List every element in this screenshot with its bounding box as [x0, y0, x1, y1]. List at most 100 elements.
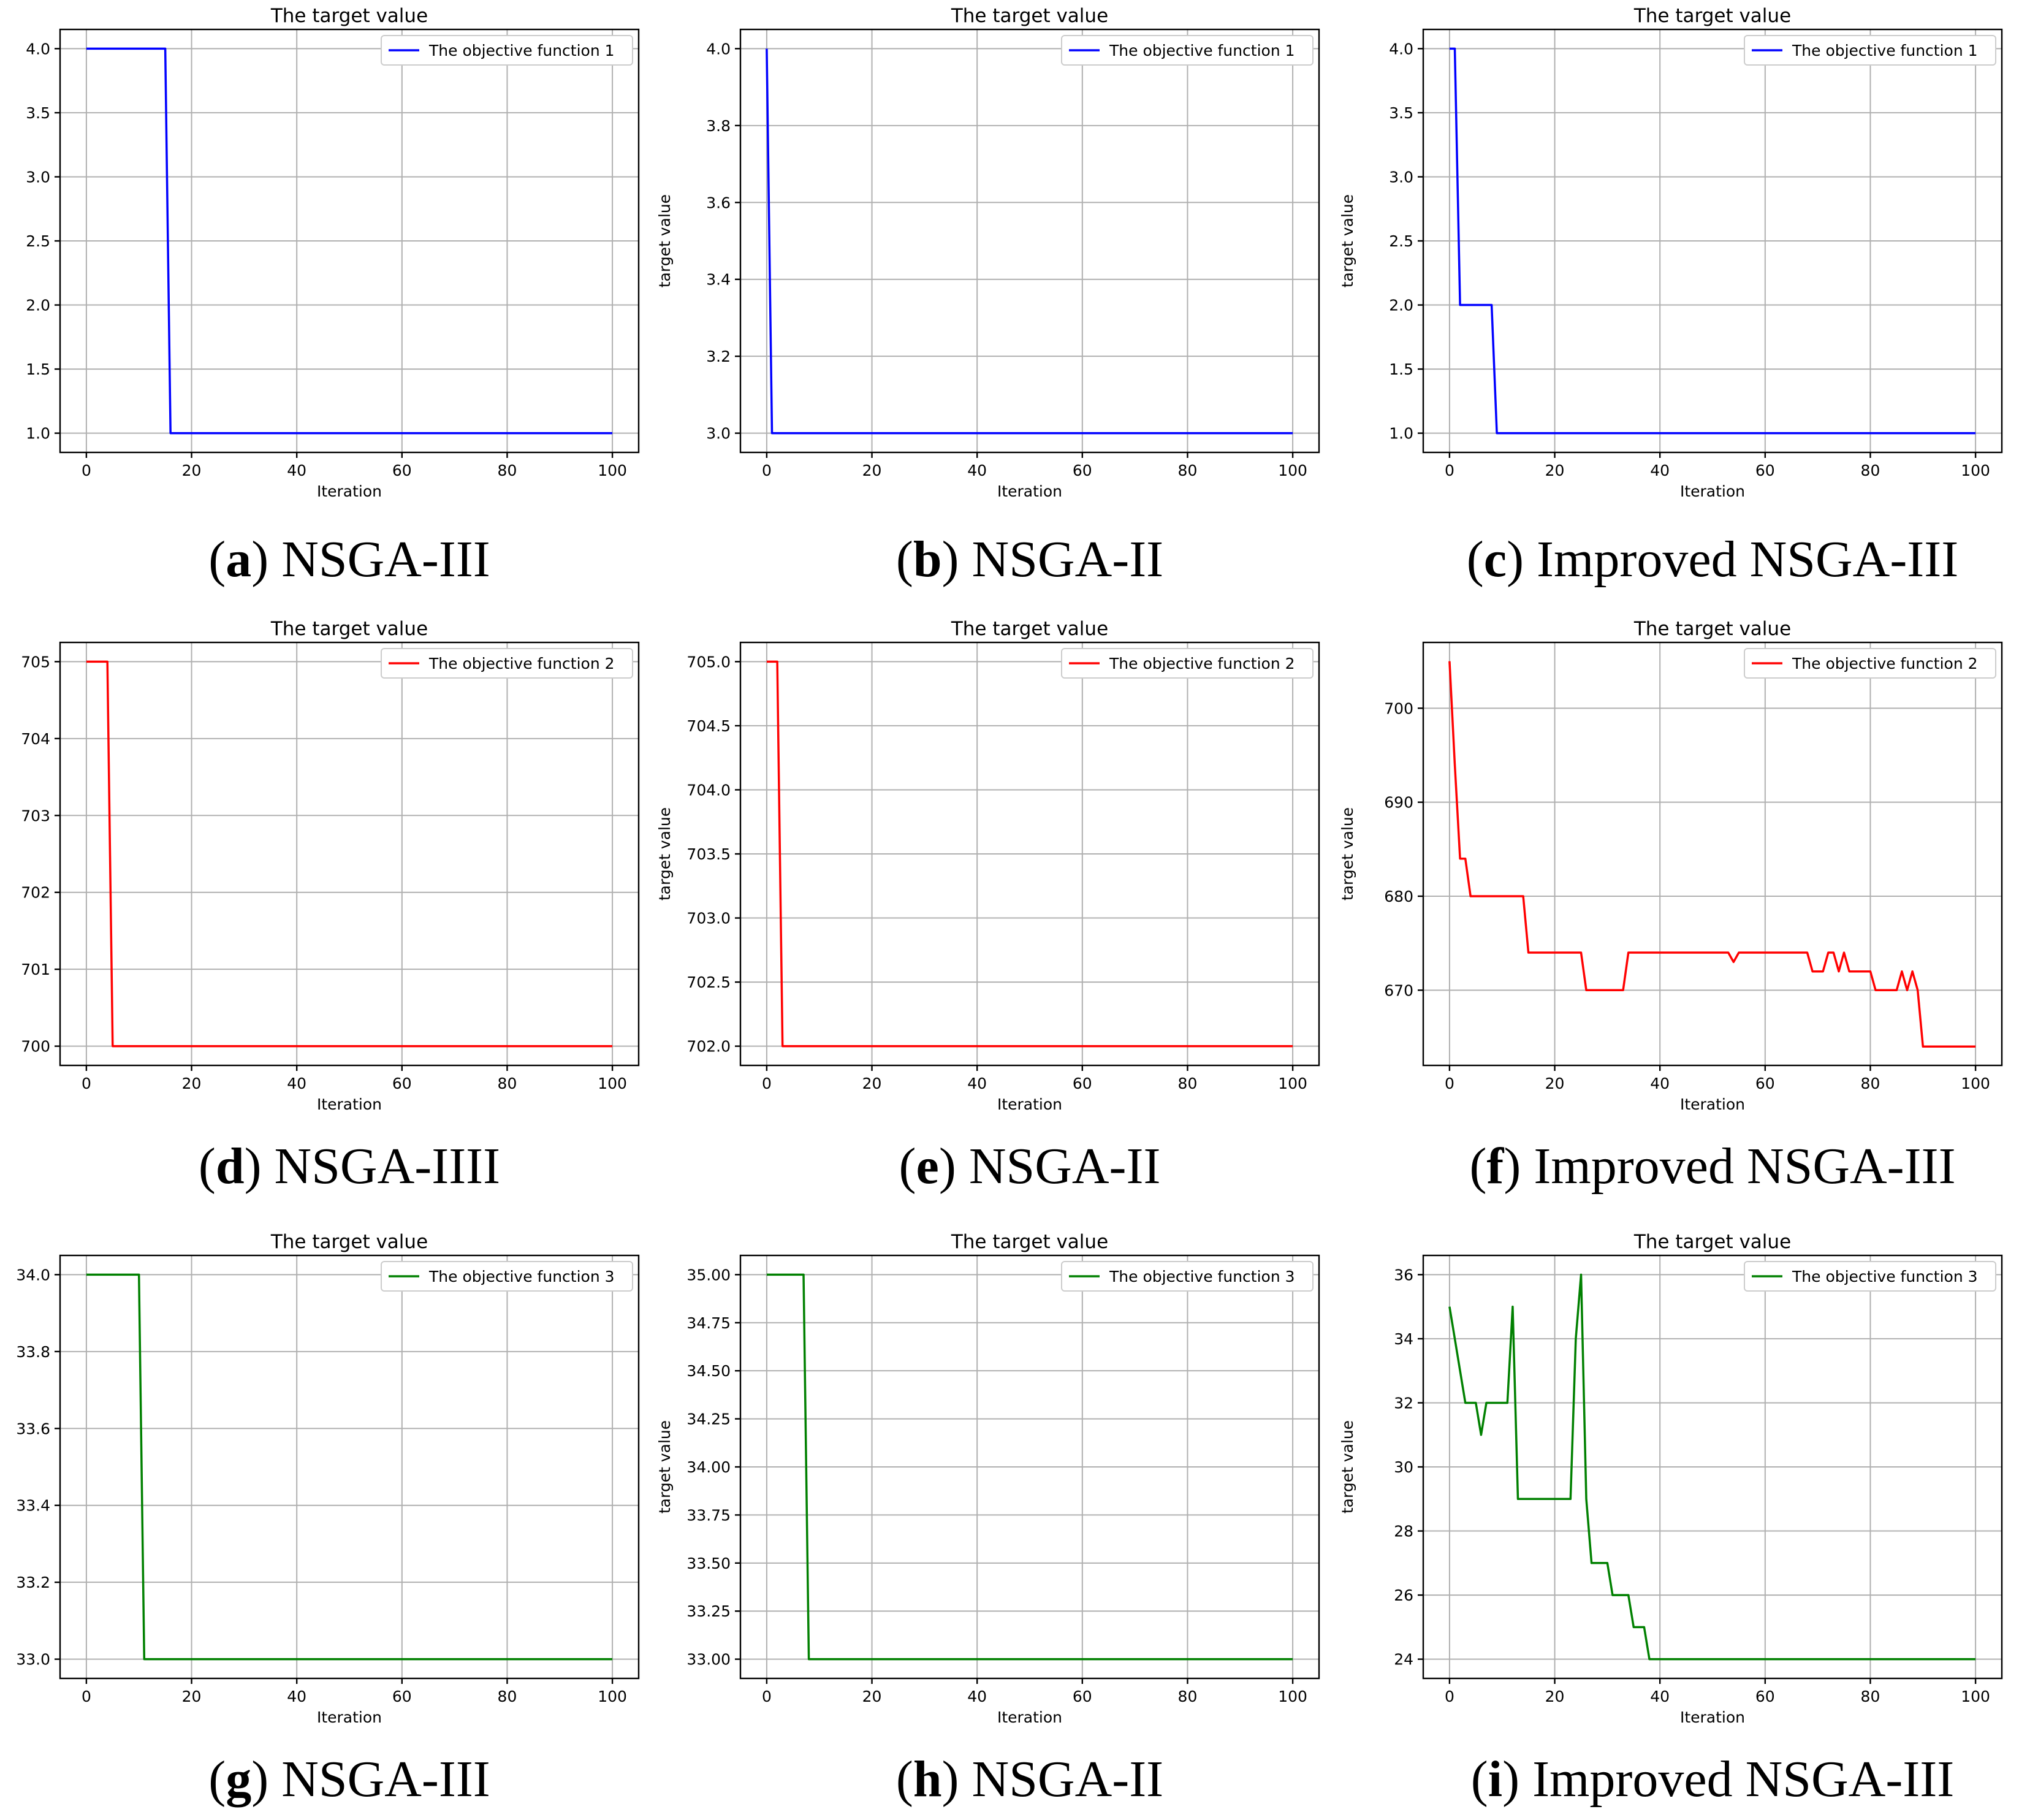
- caption-paren: ): [1504, 1138, 1534, 1195]
- chart-panel-g: 0 20 40 60 80 100 33.0 33.2 33.4 33.6 33.8 34.0 The …: [16, 1231, 640, 1808]
- x-tick-label: 0: [762, 1075, 772, 1092]
- gridlines: [60, 29, 639, 452]
- y-tick-label: 24: [1394, 1651, 1413, 1669]
- chart-panel-c: 0 20 40 60 80 100 1.0 1.5 2.0 2.5 3.0 3.5 4.0 The tar…: [1339, 5, 2003, 588]
- x-tick-label: 40: [287, 462, 306, 479]
- caption-paren: (: [1469, 1138, 1486, 1195]
- chart-panel-i: 0 20 40 60 80 100 24 26 28 30 32 34 36 The target val…: [1339, 1231, 2003, 1808]
- chart-title: The target value: [951, 5, 1108, 27]
- caption-letter: g: [226, 1751, 251, 1808]
- subfigure-caption: (c) Improved NSGA-III: [1467, 531, 1958, 588]
- x-tick-label: 40: [1650, 1075, 1670, 1092]
- chart-title: The target value: [1633, 5, 1791, 27]
- y-tick-label: 704: [21, 730, 50, 748]
- legend-label: The objective function 1: [428, 42, 615, 59]
- x-tick-label: 60: [1073, 1688, 1092, 1705]
- chart-panel-f: 0 20 40 60 80 100 670 680 690 700 The target value…: [1339, 618, 2003, 1195]
- caption-letter: b: [913, 531, 942, 588]
- y-axis-label: target value: [656, 1420, 674, 1513]
- legend: The objective function 2: [381, 648, 633, 679]
- series-line: [86, 47, 613, 435]
- y-tick-label: 702: [21, 884, 50, 902]
- subfigure-caption: (b) NSGA-II: [896, 531, 1163, 588]
- legend-label: The objective function 3: [1792, 1268, 1978, 1285]
- y-tick-label: 703: [21, 807, 50, 824]
- caption-paren: (: [208, 531, 226, 588]
- y-tick-label: 36: [1394, 1266, 1413, 1284]
- x-tick-label: 80: [1861, 1075, 1880, 1092]
- x-tick-label: 80: [1861, 462, 1880, 479]
- legend-label: The objective function 1: [1109, 42, 1295, 59]
- chart-panel-d: 0 20 40 60 80 100 700 701 702 703 704 705 The target…: [21, 618, 640, 1195]
- subfigure-caption: (f) Improved NSGA-III: [1469, 1138, 1955, 1195]
- x-tick-label: 80: [1178, 1075, 1198, 1092]
- subfigure-caption: (a) NSGA-III: [208, 531, 490, 588]
- y-tick-label: 703.0: [686, 910, 731, 927]
- caption-letter: h: [913, 1751, 942, 1808]
- x-tick-label: 100: [598, 462, 627, 479]
- y-tick-label: 680: [1384, 888, 1413, 905]
- caption-text: NSGA-III: [281, 531, 490, 588]
- y-tick-label: 33.2: [16, 1574, 50, 1591]
- y-tick-label: 28: [1394, 1523, 1413, 1540]
- series-line: [766, 660, 1293, 1048]
- caption-paren: (: [208, 1751, 226, 1808]
- x-axis-label: Iteration: [317, 1095, 382, 1113]
- x-tick-label: 60: [392, 462, 412, 479]
- y-tick-label: 1.0: [26, 425, 50, 443]
- x-tick-label: 100: [1961, 462, 1990, 479]
- y-tick-label: 4.0: [26, 40, 50, 58]
- y-tick-label: 33.0: [16, 1651, 50, 1669]
- caption-letter: i: [1488, 1751, 1502, 1808]
- series-line: [766, 48, 1293, 435]
- x-tick-label: 0: [762, 462, 772, 479]
- plot-frame: [1422, 28, 2003, 454]
- legend: The objective function 3: [1744, 1261, 1996, 1292]
- y-tick-label: 34: [1394, 1330, 1413, 1348]
- y-tick-label: 702.5: [686, 973, 731, 991]
- y-tick-label: 3.6: [706, 194, 731, 211]
- y-tick-label: 34.75: [686, 1314, 731, 1332]
- y-tick-label: 34.0: [16, 1266, 50, 1284]
- x-tick-label: 0: [762, 1688, 772, 1705]
- legend-label: The objective function 3: [428, 1268, 615, 1285]
- x-tick-label: 100: [598, 1688, 627, 1705]
- caption-letter: d: [216, 1138, 245, 1195]
- caption-paren: ): [942, 531, 972, 588]
- x-tick-label: 100: [1278, 1688, 1307, 1705]
- series-line: [766, 1273, 1293, 1661]
- y-tick-label: 704.0: [686, 781, 731, 799]
- series-line: [86, 1273, 613, 1661]
- legend-label: The objective function 2: [1109, 655, 1295, 672]
- legend-box: [381, 1261, 633, 1292]
- x-tick-label: 20: [862, 1688, 882, 1705]
- gridlines: [740, 29, 1319, 452]
- caption-text: Improved NSGA-III: [1532, 1751, 1954, 1808]
- caption-paren: (: [899, 1138, 916, 1195]
- x-tick-label: 20: [862, 462, 882, 479]
- legend: The objective function 3: [1061, 1261, 1314, 1292]
- y-tick-label: 3.0: [1389, 168, 1413, 186]
- chart-title: The target value: [270, 1231, 428, 1253]
- x-tick-label: 40: [967, 462, 987, 479]
- x-tick-label: 0: [82, 462, 91, 479]
- legend-box: [1744, 35, 1996, 66]
- caption-text: Improved NSGA-III: [1534, 1138, 1955, 1195]
- caption-paren: ): [1507, 531, 1537, 588]
- x-axis-label: Iteration: [317, 1708, 382, 1726]
- x-tick-label: 0: [1445, 1688, 1454, 1705]
- x-axis-label: Iteration: [317, 482, 382, 500]
- x-tick-label: 40: [967, 1075, 987, 1092]
- chart-panel-e: 0 20 40 60 80 100 702.0 702.5 703.0 703.5 704.0 704…: [656, 618, 1320, 1195]
- x-tick-label: 100: [598, 1075, 627, 1092]
- caption-paren: ): [245, 1138, 275, 1195]
- chart-title: The target value: [1633, 618, 1791, 640]
- gridlines: [60, 642, 639, 1065]
- y-tick-label: 1.5: [1389, 360, 1413, 378]
- legend: The objective function 1: [381, 35, 633, 66]
- caption-paren: (: [1467, 531, 1484, 588]
- legend-box: [381, 35, 633, 66]
- x-tick-label: 80: [498, 1688, 517, 1705]
- x-tick-label: 80: [1861, 1688, 1880, 1705]
